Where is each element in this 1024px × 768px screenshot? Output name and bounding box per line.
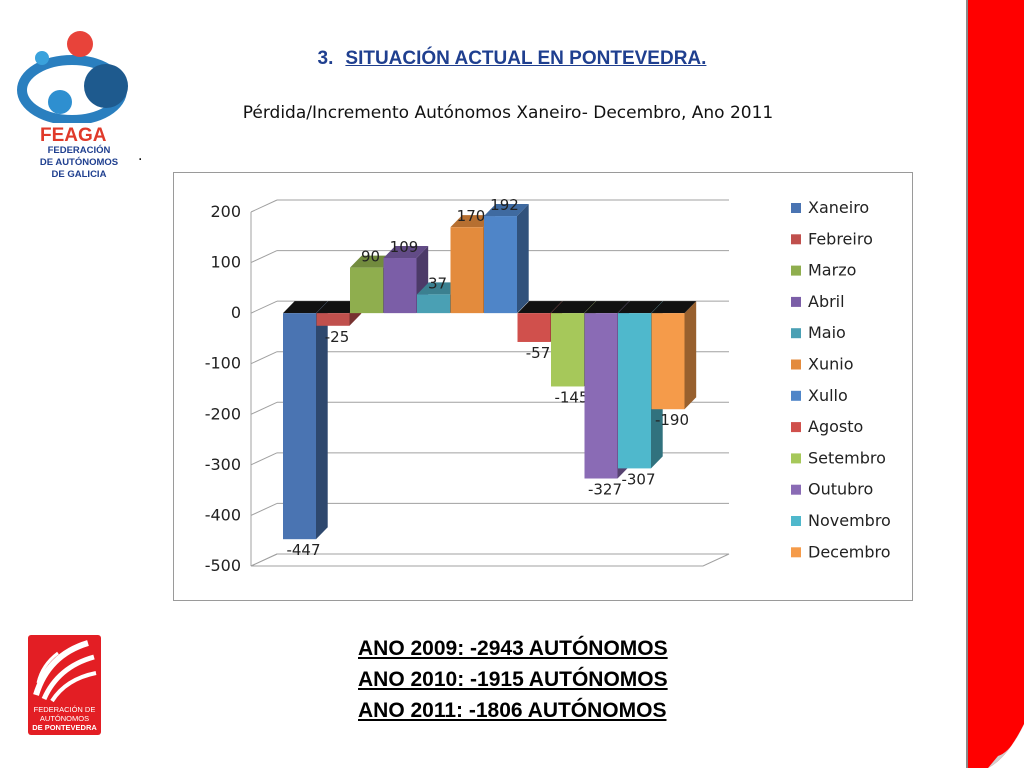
bar-top-decembro <box>651 301 697 314</box>
legend-label-xaneiro: Xaneiro <box>808 198 869 217</box>
y-tick-label: -400 <box>205 505 241 524</box>
data-label-maio: 37 <box>428 274 447 292</box>
bar-novembro <box>618 313 651 469</box>
legend-swatch-maio <box>791 328 801 339</box>
bar-setembro <box>551 313 584 387</box>
bar-maio <box>417 294 450 314</box>
legend-label-maio: Maio <box>808 323 846 342</box>
slide-heading: 3. SITUACIÓN ACTUAL EN PONTEVEDRA. <box>0 48 1024 70</box>
pont-line-3: DE PONTEVEDRA <box>32 723 97 732</box>
annual-summary: ANO 2009: -2943 AUTÓNOMOS ANO 2010: -191… <box>358 633 668 726</box>
heading-text: SITUACIÓN ACTUAL EN PONTEVEDRA. <box>345 48 707 69</box>
data-label-xaneiro: -447 <box>286 541 320 559</box>
legend-swatch-novembro <box>791 516 801 526</box>
legend-label-xunio: Xunio <box>808 355 853 374</box>
chart-subtitle: Pérdida/Incremento Autónomos Xaneiro- De… <box>0 103 1024 123</box>
legend-swatch-decembro <box>791 547 801 558</box>
bar-side-xaneiro <box>316 301 328 540</box>
grid-depth-line <box>250 502 278 516</box>
legend-swatch-xullo <box>791 390 801 401</box>
y-tick-label: -100 <box>205 354 241 373</box>
bar-decembro <box>651 313 685 410</box>
right-accent-bar <box>966 0 1024 768</box>
bar-agosto <box>517 313 551 342</box>
y-tick-label: 0 <box>231 303 241 322</box>
bar-top-agosto <box>517 301 563 314</box>
bar-top-xaneiro <box>283 301 328 314</box>
pont-line-1: FEDERACIÓN DE <box>33 705 96 714</box>
data-label-novembro: -307 <box>621 470 655 488</box>
bar-top-abril <box>383 246 429 259</box>
data-label-outubro: -327 <box>588 481 622 499</box>
grid-depth-line <box>250 250 278 264</box>
bar-side-decembro <box>684 301 697 410</box>
bar-outubro <box>584 313 618 479</box>
chart-floor <box>250 553 730 567</box>
bar-side-xullo <box>517 204 529 314</box>
y-tick-label: 200 <box>210 202 241 221</box>
grid-depth-line <box>250 452 278 466</box>
heading-number: 3. <box>317 48 334 69</box>
legend-swatch-abril <box>791 296 801 307</box>
data-label-marzo: 90 <box>361 248 380 266</box>
feaga-line-1: FEDERACIÓN <box>47 145 111 156</box>
pontevedra-logo-text: FEDERACIÓN DE AUTÓNOMOS DE PONTEVEDRA <box>28 705 101 732</box>
bar-xaneiro <box>283 313 316 540</box>
bar-marzo <box>350 267 383 314</box>
y-tick-label: -500 <box>205 556 241 575</box>
data-label-xullo: 192 <box>490 196 519 214</box>
bar-febreiro <box>316 313 350 326</box>
data-label-xunio: 170 <box>457 207 486 225</box>
grid-depth-line <box>250 401 278 415</box>
feaga-line-2: DE AUTÓNOMOS <box>39 157 119 168</box>
bar-abril <box>383 258 417 314</box>
pontevedra-logo-icon <box>28 635 101 735</box>
bar-top-novembro <box>618 301 663 314</box>
grid-depth-line <box>250 351 278 365</box>
legend-label-setembro: Setembro <box>808 448 886 467</box>
data-label-abril: 109 <box>390 238 419 256</box>
data-label-decembro: -190 <box>655 411 689 429</box>
legend-swatch-xaneiro <box>791 203 801 213</box>
legend-label-outubro: Outubro <box>808 480 873 499</box>
pont-line-2: AUTÓNOMOS <box>39 714 90 723</box>
page-curl-icon <box>988 724 1024 768</box>
stray-dot: . <box>138 148 143 164</box>
data-label-febreiro: -25 <box>325 328 350 346</box>
data-label-setembro: -145 <box>554 388 588 406</box>
y-tick-label: 100 <box>210 253 241 272</box>
legend-label-marzo: Marzo <box>808 261 856 280</box>
summary-2011: ANO 2011: -1806 AUTÓNOMOS <box>358 699 667 722</box>
grid-depth-line <box>250 199 278 213</box>
legend-label-decembro: Decembro <box>808 542 891 561</box>
chart-subtitle-text: Pérdida/Incremento Autónomos Xaneiro- De… <box>242 103 774 123</box>
legend-swatch-outubro <box>791 484 801 495</box>
column-chart: 200 100 0 -100 -200 -300 -400 -500 -447 -25 90 109 3… <box>205 196 891 575</box>
y-tick-label: -300 <box>205 455 241 474</box>
legend-swatch-xunio <box>791 359 801 370</box>
legend-swatch-marzo <box>791 265 801 276</box>
feaga-line-3: DE GALICIA <box>51 169 107 180</box>
legend-swatch-agosto <box>791 422 801 433</box>
feaga-logo-icon <box>17 31 128 123</box>
bar-xullo <box>484 216 517 314</box>
summary-2010: ANO 2010: -1915 AUTÓNOMOS <box>358 668 668 691</box>
legend-label-abril: Abril <box>808 292 845 311</box>
bar-xunio <box>450 227 484 314</box>
legend-swatch-febreiro <box>791 234 801 245</box>
feaga-name: FEAGA <box>40 125 107 146</box>
bar-top-setembro <box>551 301 596 314</box>
data-label-agosto: -57 <box>526 344 551 362</box>
legend-label-xullo: Xullo <box>808 386 848 405</box>
legend-label-febreiro: Febreiro <box>808 229 873 248</box>
legend-label-novembro: Novembro <box>808 511 891 530</box>
summary-2009: ANO 2009: -2943 AUTÓNOMOS <box>358 637 668 660</box>
legend-swatch-setembro <box>791 453 801 464</box>
y-tick-label: -200 <box>205 404 241 423</box>
bar-top-outubro <box>584 301 630 314</box>
legend-label-agosto: Agosto <box>808 417 863 436</box>
feaga-subtitle: FEDERACIÓN DE AUTÓNOMOS DE GALICIA <box>24 145 134 181</box>
grid-depth-line <box>250 300 278 314</box>
bar-top-xullo <box>484 204 529 217</box>
